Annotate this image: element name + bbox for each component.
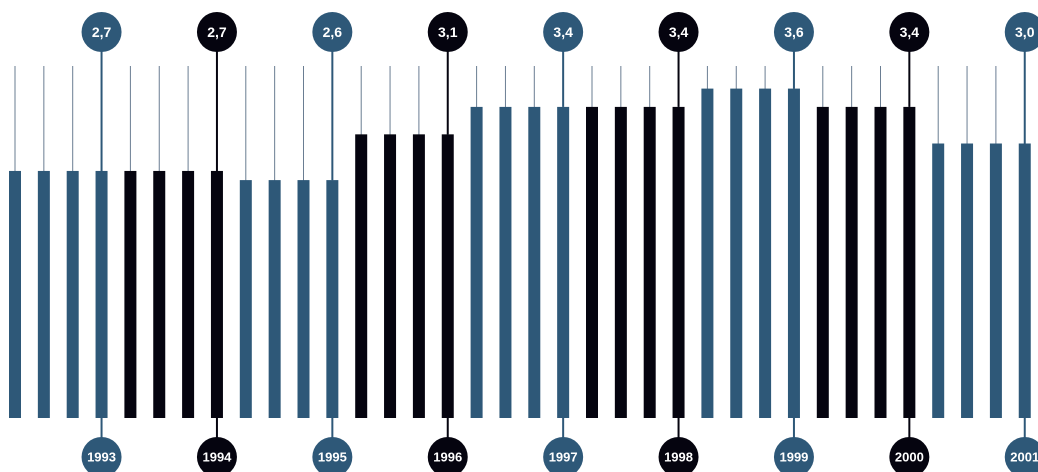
bar-1996-3 <box>412 134 425 418</box>
bar-1998-4 <box>672 106 685 419</box>
year-label: 1995 <box>318 450 347 465</box>
bar-2000-4 <box>903 106 916 419</box>
value-badge <box>81 12 122 52</box>
bar-1996-1 <box>355 134 368 418</box>
value-badge <box>1004 12 1038 52</box>
value-label: 2,6 <box>323 24 343 40</box>
bar-1999-4 <box>787 88 800 418</box>
bar-1995-1 <box>239 180 252 418</box>
value-label: 3,4 <box>900 24 920 40</box>
bar-1999-2 <box>730 88 743 418</box>
bar-2001-3 <box>989 143 1002 418</box>
bar-1998-3 <box>643 106 656 419</box>
value-badge <box>889 12 930 52</box>
bar-1996-4 <box>441 134 454 418</box>
bar-1995-2 <box>268 180 281 418</box>
value-badge <box>543 12 584 52</box>
bar-1994-4 <box>210 170 223 418</box>
bar-1997-4 <box>557 106 570 419</box>
year-label: 2001 <box>1010 450 1038 465</box>
bar-1993-2 <box>37 170 50 418</box>
year-badge <box>1004 437 1038 472</box>
bar-1997-2 <box>499 106 512 419</box>
value-label: 3,6 <box>784 24 804 40</box>
value-label: 3,4 <box>669 24 689 40</box>
bar-1999-1 <box>701 88 714 418</box>
year-label: 1997 <box>549 450 578 465</box>
bar-1997-3 <box>528 106 541 419</box>
value-label: 2,7 <box>92 24 112 40</box>
value-badge <box>196 12 237 52</box>
bar-1993-4 <box>95 170 108 418</box>
year-badge <box>658 437 699 472</box>
bar-1995-3 <box>297 180 310 418</box>
value-badge <box>312 12 353 52</box>
value-label: 3,0 <box>1015 24 1035 40</box>
year-badge <box>196 437 237 472</box>
bar-1998-2 <box>614 106 627 419</box>
year-badge <box>81 437 122 472</box>
year-label: 1993 <box>87 450 116 465</box>
value-label: 3,4 <box>553 24 573 40</box>
bar-2001-4 <box>1018 143 1031 418</box>
bar-1994-1 <box>124 170 137 418</box>
bar-1994-3 <box>182 170 195 418</box>
bar-2000-1 <box>816 106 829 419</box>
year-badge <box>312 437 353 472</box>
bar-1994-2 <box>153 170 166 418</box>
year-label: 1999 <box>779 450 808 465</box>
year-label: 1994 <box>202 450 232 465</box>
bar-1993-1 <box>9 170 21 418</box>
bar-1999-3 <box>759 88 772 418</box>
value-badge <box>658 12 699 52</box>
bar-2000-3 <box>874 106 887 419</box>
value-badge <box>427 12 468 52</box>
bar-2001-2 <box>961 143 974 418</box>
bar-1998-1 <box>586 106 598 419</box>
year-badge <box>773 437 814 472</box>
value-label: 2,7 <box>207 24 227 40</box>
bar-1993-3 <box>66 170 79 418</box>
bar-1997-1 <box>470 106 483 419</box>
bar-1995-4 <box>326 180 339 418</box>
year-label: 2000 <box>895 450 924 465</box>
year-label: 1998 <box>664 450 693 465</box>
bar-2000-2 <box>845 106 858 419</box>
year-badge <box>889 437 930 472</box>
year-badge <box>427 437 468 472</box>
bar-1996-2 <box>384 134 397 418</box>
bar-2001-1 <box>932 143 945 418</box>
value-badge <box>773 12 814 52</box>
year-label: 1996 <box>433 450 462 465</box>
value-label: 3,1 <box>438 24 458 40</box>
year-badge <box>543 437 584 472</box>
